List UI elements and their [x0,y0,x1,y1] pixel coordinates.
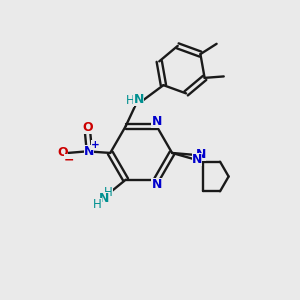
Text: N: N [192,153,202,166]
Text: H: H [104,186,113,199]
Text: N: N [196,148,206,161]
Text: O: O [82,121,93,134]
Text: N: N [152,178,162,191]
Text: +: + [91,140,100,150]
Text: N: N [99,192,110,205]
Text: O: O [57,146,68,159]
Text: H: H [125,94,134,107]
Text: N: N [84,145,94,158]
Text: −: − [64,154,75,167]
Text: N: N [134,94,144,106]
Text: H: H [93,198,101,211]
Text: N: N [152,115,162,128]
